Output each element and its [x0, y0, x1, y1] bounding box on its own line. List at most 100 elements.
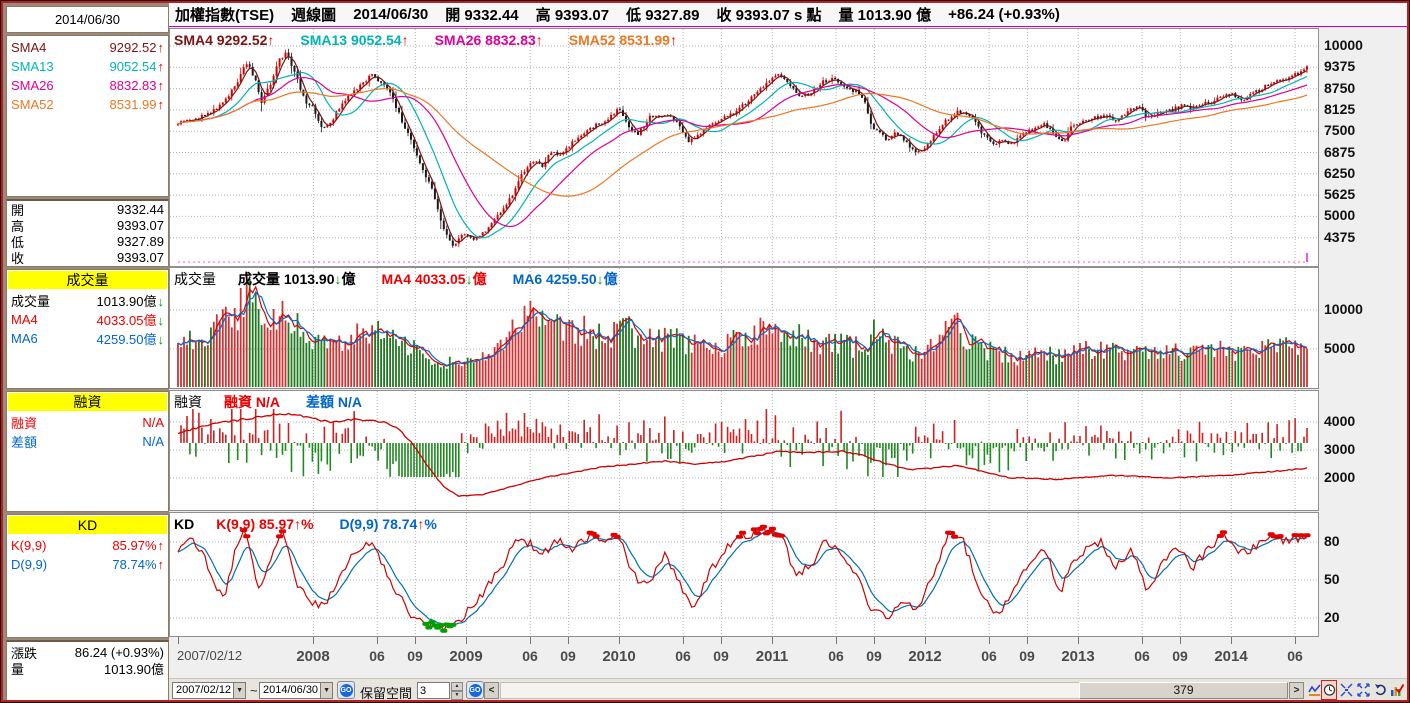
up-arrow-icon: ↑ [157, 78, 165, 93]
indicator-settings-button[interactable] [1390, 681, 1404, 699]
keep-space-stepper[interactable]: ▲ ▼ [451, 682, 463, 700]
y-axis-label: 5625 [1324, 186, 1356, 202]
undo-icon [1374, 684, 1386, 696]
indicator-value: 9327.89 [117, 233, 164, 249]
x-axis-label: 06 [1287, 648, 1303, 664]
indicator-label: SMA52 [11, 97, 54, 112]
indicator-value: 4259.50億↓ [96, 332, 165, 347]
margin-chart-canvas[interactable] [170, 391, 1318, 510]
from-date-combo[interactable]: 2007/02/12 ▼ [172, 682, 246, 699]
header-segment: 開 9332.44 [445, 7, 519, 24]
line-chart-mode-button[interactable] [1307, 681, 1321, 699]
compress-arrows-icon [1340, 683, 1352, 697]
stepper-down-icon[interactable]: ▼ [451, 691, 463, 700]
indicator-value: 9332.44 [117, 201, 164, 217]
time-mode-button[interactable] [1321, 680, 1337, 700]
keep-space-input[interactable] [417, 682, 450, 699]
x-axis-label: 06 [981, 648, 997, 664]
volume-chart-canvas[interactable] [170, 268, 1318, 388]
indicator-value: 9393.07 [117, 249, 164, 265]
indicator-row: 開 9332.44 [7, 201, 168, 218]
indicator-row: 量 1013.90億 [7, 660, 168, 677]
scroll-left-button[interactable]: < [484, 682, 499, 699]
chart-check-icon [1391, 684, 1404, 696]
x-axis-label: 06 [828, 648, 844, 664]
undo-button[interactable] [1373, 681, 1387, 699]
indicator-label: 差額 [11, 435, 38, 450]
x-axis-tick [772, 637, 773, 644]
down-arrow-icon: ↓ [157, 294, 165, 309]
zoom-out-button[interactable] [1339, 681, 1353, 699]
indicator-row: 融資 N/A [7, 413, 168, 432]
price-chart-canvas[interactable] [170, 29, 1318, 266]
y-axis-label: 50 [1324, 571, 1340, 587]
stepper-up-icon[interactable]: ▲ [451, 682, 463, 691]
price-chart-panel[interactable]: SMA4 9292.52↑ SMA13 9052.54↑ SMA26 8832.83… [169, 28, 1319, 267]
to-date-combo[interactable]: 2014/06/30 ▼ [259, 682, 333, 699]
indicator-row: 收 9393.07 [7, 249, 168, 266]
go-button[interactable]: GO [466, 681, 484, 699]
x-axis-label: 09 [1019, 648, 1035, 664]
y-axis-label: 2000 [1324, 469, 1356, 485]
kd-chart-canvas[interactable] [170, 513, 1318, 636]
indicator-label: 量 [11, 661, 25, 677]
header-segment: 量 1013.90 億 [838, 7, 932, 24]
indicator-row: K(9,9) 85.97%↑ [7, 536, 168, 555]
sidebar-margin-box: 融資 融資 N/A 差額 N/A [6, 391, 169, 512]
x-axis-label: 2014 [1214, 648, 1248, 665]
header-segment: +86.24 (+0.93%) [948, 6, 1060, 23]
x-axis-label: 09 [560, 648, 576, 664]
indicator-row: SMA13 9052.54↑ [7, 57, 168, 76]
header-segment: 週線圖 [291, 7, 337, 24]
y-axis-label: 20 [1324, 609, 1340, 625]
indicator-label: 低 [11, 234, 25, 250]
indicator-row: SMA26 8832.83↑ [7, 76, 168, 95]
indicator-row: MA4 4033.05億↓ [7, 310, 168, 329]
indicator-value: N/A [142, 434, 164, 449]
indicator-value: 4033.05億↓ [96, 313, 165, 328]
x-axis-tick [313, 637, 314, 644]
x-axis-label: 2011 [755, 648, 789, 665]
scrollbar-thumb[interactable]: 379 [1079, 682, 1288, 699]
x-axis: 2007/02/12 2008 06 09 2009 06 09 2010 06 09 2011 06… [169, 637, 1319, 678]
y-axis-label: 5000 [1324, 340, 1356, 356]
chevron-down-icon[interactable]: ▼ [233, 683, 245, 698]
margin-chart-panel[interactable]: 融資 融資 N/A 差額 N/A [169, 390, 1319, 511]
indicator-row: 高 9393.07 [7, 217, 168, 234]
x-axis-tick [989, 637, 990, 644]
x-axis-tick [377, 637, 378, 644]
zoom-in-button[interactable] [1356, 681, 1370, 699]
y-axis-column: 10000 9375 8750 8125 7500 6875 6250 5625 5000 437… [1319, 28, 1408, 678]
kd-chart-panel[interactable]: KD K(9,9) 85.97↑% D(9,9) 78.74↑% [169, 512, 1319, 637]
sidebar-change-box: 漲跌 86.24 (+0.93%) 量 1013.90億 [6, 640, 169, 702]
up-arrow-icon: ↑ [157, 59, 165, 74]
sidebar-sma-box: SMA4 9292.52↑ SMA13 9052.54↑ SMA26 8832.83↑ SM… [6, 35, 169, 197]
x-axis-tick [1231, 637, 1232, 644]
bottom-toolbar: 2007/02/12 ▼ ~ 2014/06/30 ▼ GO 保留空間 ▲ ▼ … [169, 678, 1409, 702]
sidebar-kd-box: KD K(9,9) 85.97%↑ D(9,9) 78.74%↑ [6, 514, 169, 638]
go-button[interactable]: GO [337, 681, 355, 699]
x-axis-label: 2009 [449, 648, 483, 665]
down-arrow-icon: ↓ [157, 332, 165, 347]
x-axis-label: 09 [1172, 648, 1188, 664]
volume-chart-panel[interactable]: 成交量 成交量 1013.90↓億 MA4 4033.05↓億 MA6 4259.50… [169, 267, 1319, 389]
indicator-label: 高 [11, 218, 25, 234]
header-segment: 加權指數(TSE) [175, 7, 275, 24]
up-arrow-icon: ↑ [157, 538, 165, 553]
chevron-down-icon[interactable]: ▼ [320, 683, 332, 698]
y-axis-label: 80 [1324, 533, 1340, 549]
x-axis-label: 06 [675, 648, 691, 664]
date-range-tilde: ~ [250, 683, 258, 698]
indicator-value: 1013.90億 [104, 661, 164, 677]
indicator-label: 開 [11, 202, 25, 218]
volume-box-header: 成交量 [8, 271, 167, 289]
scroll-right-button[interactable]: > [1289, 682, 1304, 699]
indicator-label: SMA13 [11, 59, 54, 74]
header-segment: 收 9393.07 s 點 [716, 7, 822, 24]
y-axis-label: 5000 [1324, 207, 1356, 223]
x-axis-label: 2007/02/12 [177, 648, 243, 663]
x-axis-tick [619, 637, 620, 644]
refresh-loop-button[interactable] [1406, 681, 1409, 699]
keep-space-label: 保留空間 [360, 686, 413, 701]
go-icon: GO [468, 683, 482, 697]
